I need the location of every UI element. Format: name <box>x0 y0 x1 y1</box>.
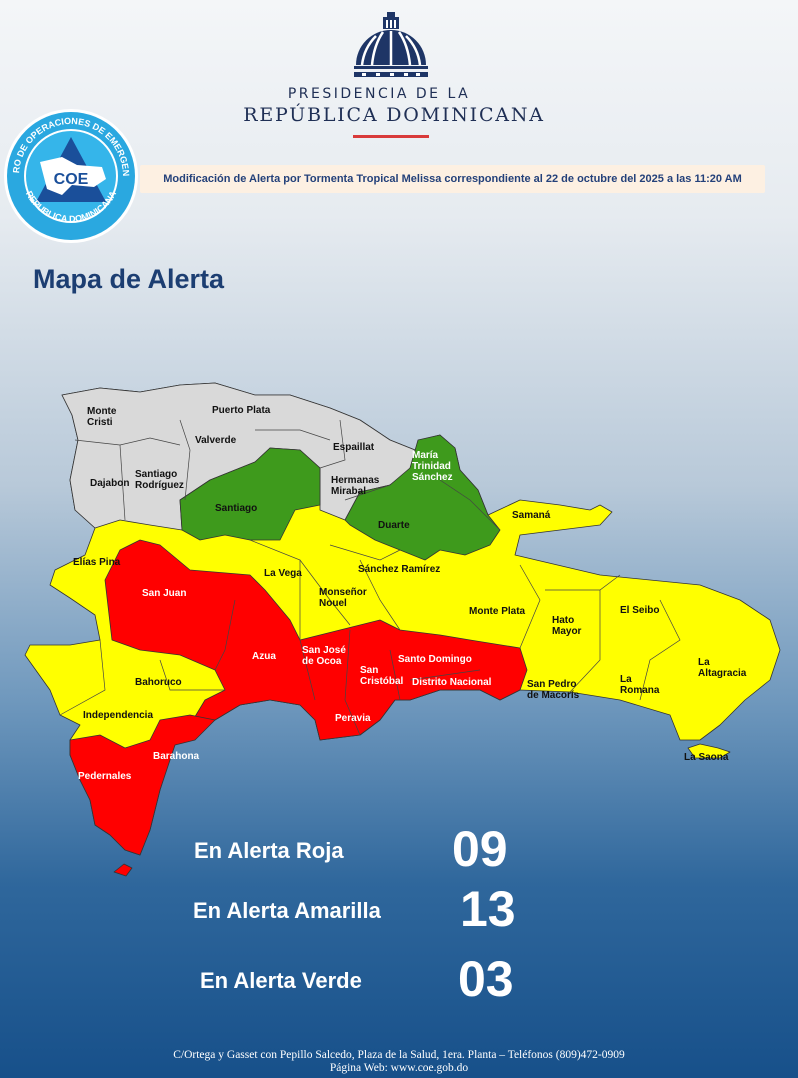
province-label-valverde: Valverde <box>195 435 237 446</box>
count-roja: En Alerta Roja 09 <box>190 820 550 880</box>
alert-map: Monte Cristi Puerto Plata Valverde Espaillat… <box>24 382 781 877</box>
province-label-san-cristobal: San Cristóbal <box>360 665 404 687</box>
green-region-northeast <box>344 434 501 561</box>
footer-address: C/Ortega y Gasset con Pepillo Salcedo, P… <box>173 1049 625 1061</box>
province-label-dajabon: Dajabon <box>90 478 129 489</box>
green-region-santiago <box>179 447 321 541</box>
province-label-san-pedro-de-macoris: San Pedro de Macorís <box>527 679 580 701</box>
count-amarilla: En Alerta Amarilla 13 <box>190 880 550 940</box>
province-label-la-vega: La Vega <box>264 568 302 579</box>
count-value: 03 <box>458 951 514 1007</box>
red-island <box>113 863 133 877</box>
alert-banner: Modificación de Alerta por Tormenta Trop… <box>140 165 765 193</box>
province-label-san-jose-de-ocoa: San José de Ocoa <box>302 645 346 667</box>
province-label-elias-pina: Elías Pina <box>73 557 121 568</box>
province-label-la-romana: La Romana <box>620 674 660 696</box>
province-label-maria-trinidad-sanchez: María Trinidad Sánchez <box>412 450 453 483</box>
count-label: En Alerta Amarilla <box>193 898 381 923</box>
province-label-monsenor-nouel: Monseñor Nouel <box>319 587 367 609</box>
province-label-puerto-plata: Puerto Plata <box>212 405 271 416</box>
saona-island <box>687 743 731 759</box>
presidencia-heading: PRESIDENCIA DE LA REPÚBLICA DOMINICANA <box>0 86 798 126</box>
province-label-la-saona: La Saona <box>684 752 729 763</box>
province-label-bahoruco: Bahoruco <box>135 677 182 688</box>
count-label: En Alerta Roja <box>194 838 344 863</box>
presidencia-line1: PRESIDENCIA DE LA <box>287 86 471 102</box>
province-label-el-seibo: El Seibo <box>620 605 659 616</box>
province-label-pedernales: Pedernales <box>78 771 132 782</box>
red-underline <box>353 135 429 138</box>
province-label-sanchez-ramirez: Sánchez Ramírez <box>358 564 440 575</box>
province-label-santiago: Santiago <box>215 503 257 514</box>
province-borders <box>59 419 681 736</box>
footer: C/Ortega y Gasset con Pepillo Salcedo, P… <box>0 1049 798 1075</box>
count-value: 13 <box>460 881 516 937</box>
svg-text:COE: COE <box>54 171 89 188</box>
province-label-independencia: Independencia <box>83 710 153 721</box>
province-label-barahona: Barahona <box>153 751 200 762</box>
province-label-santo-domingo: Santo Domingo <box>398 654 472 665</box>
province-label-monte-cristi: Monte Cristi <box>87 406 117 428</box>
red-region-southwest <box>69 714 216 856</box>
province-label-samana: Samaná <box>512 510 551 521</box>
province-label-distrito-nacional: Distrito Nacional <box>412 677 492 688</box>
province-label-peravia: Peravia <box>335 713 371 724</box>
province-label-hato-mayor: Hato Mayor <box>552 615 582 637</box>
province-label-santiago-rodriguez: Santiago Rodríguez <box>135 469 184 491</box>
map-title: Mapa de Alerta <box>33 264 225 294</box>
province-label-hermanas-mirabal: Hermanas Mirabal <box>331 475 380 497</box>
presidencia-dome-logo <box>354 12 428 77</box>
province-label-la-altagracia: La Altagracia <box>698 657 747 679</box>
gray-region <box>61 382 416 531</box>
coe-logo: COE CENTRO DE OPERACIONES DE EMERGENCIAS… <box>2 107 138 243</box>
presidencia-line2: REPÚBLICA DOMINICANA <box>243 104 545 126</box>
province-label-san-juan: San Juan <box>142 588 186 599</box>
province-label-azua: Azua <box>252 651 276 662</box>
count-verde: En Alerta Verde 03 <box>190 950 550 1010</box>
count-label: En Alerta Verde <box>200 968 362 993</box>
footer-web: Página Web: www.coe.gob.do <box>329 1062 469 1074</box>
province-label-monte-plata: Monte Plata <box>469 606 526 617</box>
red-region-south <box>104 539 528 741</box>
province-label-espaillat: Espaillat <box>333 442 375 453</box>
count-value: 09 <box>452 821 508 877</box>
province-label-duarte: Duarte <box>378 520 410 531</box>
